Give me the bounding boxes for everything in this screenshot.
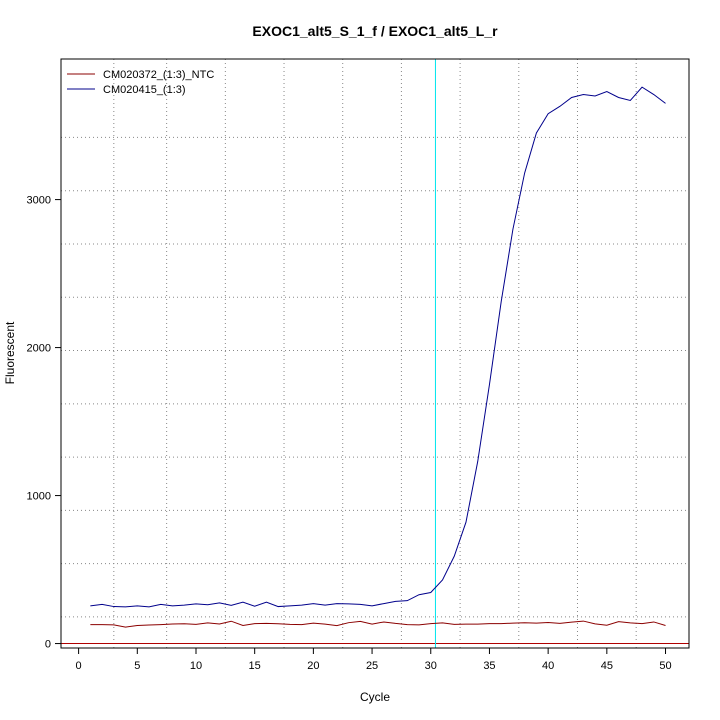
y-tick-label: 0 bbox=[45, 639, 51, 651]
y-tick-label: 3000 bbox=[27, 195, 51, 207]
series-line-1 bbox=[90, 620, 666, 628]
x-tick-label: 30 bbox=[425, 660, 437, 672]
x-tick-label: 10 bbox=[190, 660, 202, 672]
plot-frame bbox=[60, 58, 690, 649]
plot-area bbox=[61, 59, 689, 648]
y-tick-label: 1000 bbox=[27, 491, 51, 503]
x-tick-label: 50 bbox=[659, 660, 671, 672]
x-tick-label: 35 bbox=[483, 660, 495, 672]
y-tick-label: 2000 bbox=[27, 343, 51, 355]
y-axis-label: Fluorescent bbox=[3, 321, 17, 384]
legend-label-2: CM020415_(1:3) bbox=[103, 84, 186, 96]
x-tick-label: 40 bbox=[542, 660, 554, 672]
legend-label-1: CM020372_(1:3)_NTC bbox=[103, 69, 214, 81]
x-tick-label: 5 bbox=[134, 660, 140, 672]
series-line-2 bbox=[90, 86, 666, 608]
x-axis-label: Cycle bbox=[360, 690, 390, 704]
x-axis: 0 5 10 15 20 25 30 35 40 45 50 bbox=[76, 648, 672, 672]
x-tick-label: 15 bbox=[249, 660, 261, 672]
x-tick-label: 20 bbox=[307, 660, 319, 672]
legend: CM020372_(1:3)_NTC CM020415_(1:3) bbox=[67, 69, 214, 96]
y-axis: 0 1000 2000 3000 bbox=[27, 195, 61, 651]
chart-title: EXOC1_alt5_S_1_f / EXOC1_alt5_L_r bbox=[252, 23, 498, 39]
x-tick-label: 25 bbox=[366, 660, 378, 672]
x-tick-label: 0 bbox=[76, 660, 82, 672]
grid-lines bbox=[61, 59, 689, 648]
x-tick-label: 45 bbox=[601, 660, 613, 672]
